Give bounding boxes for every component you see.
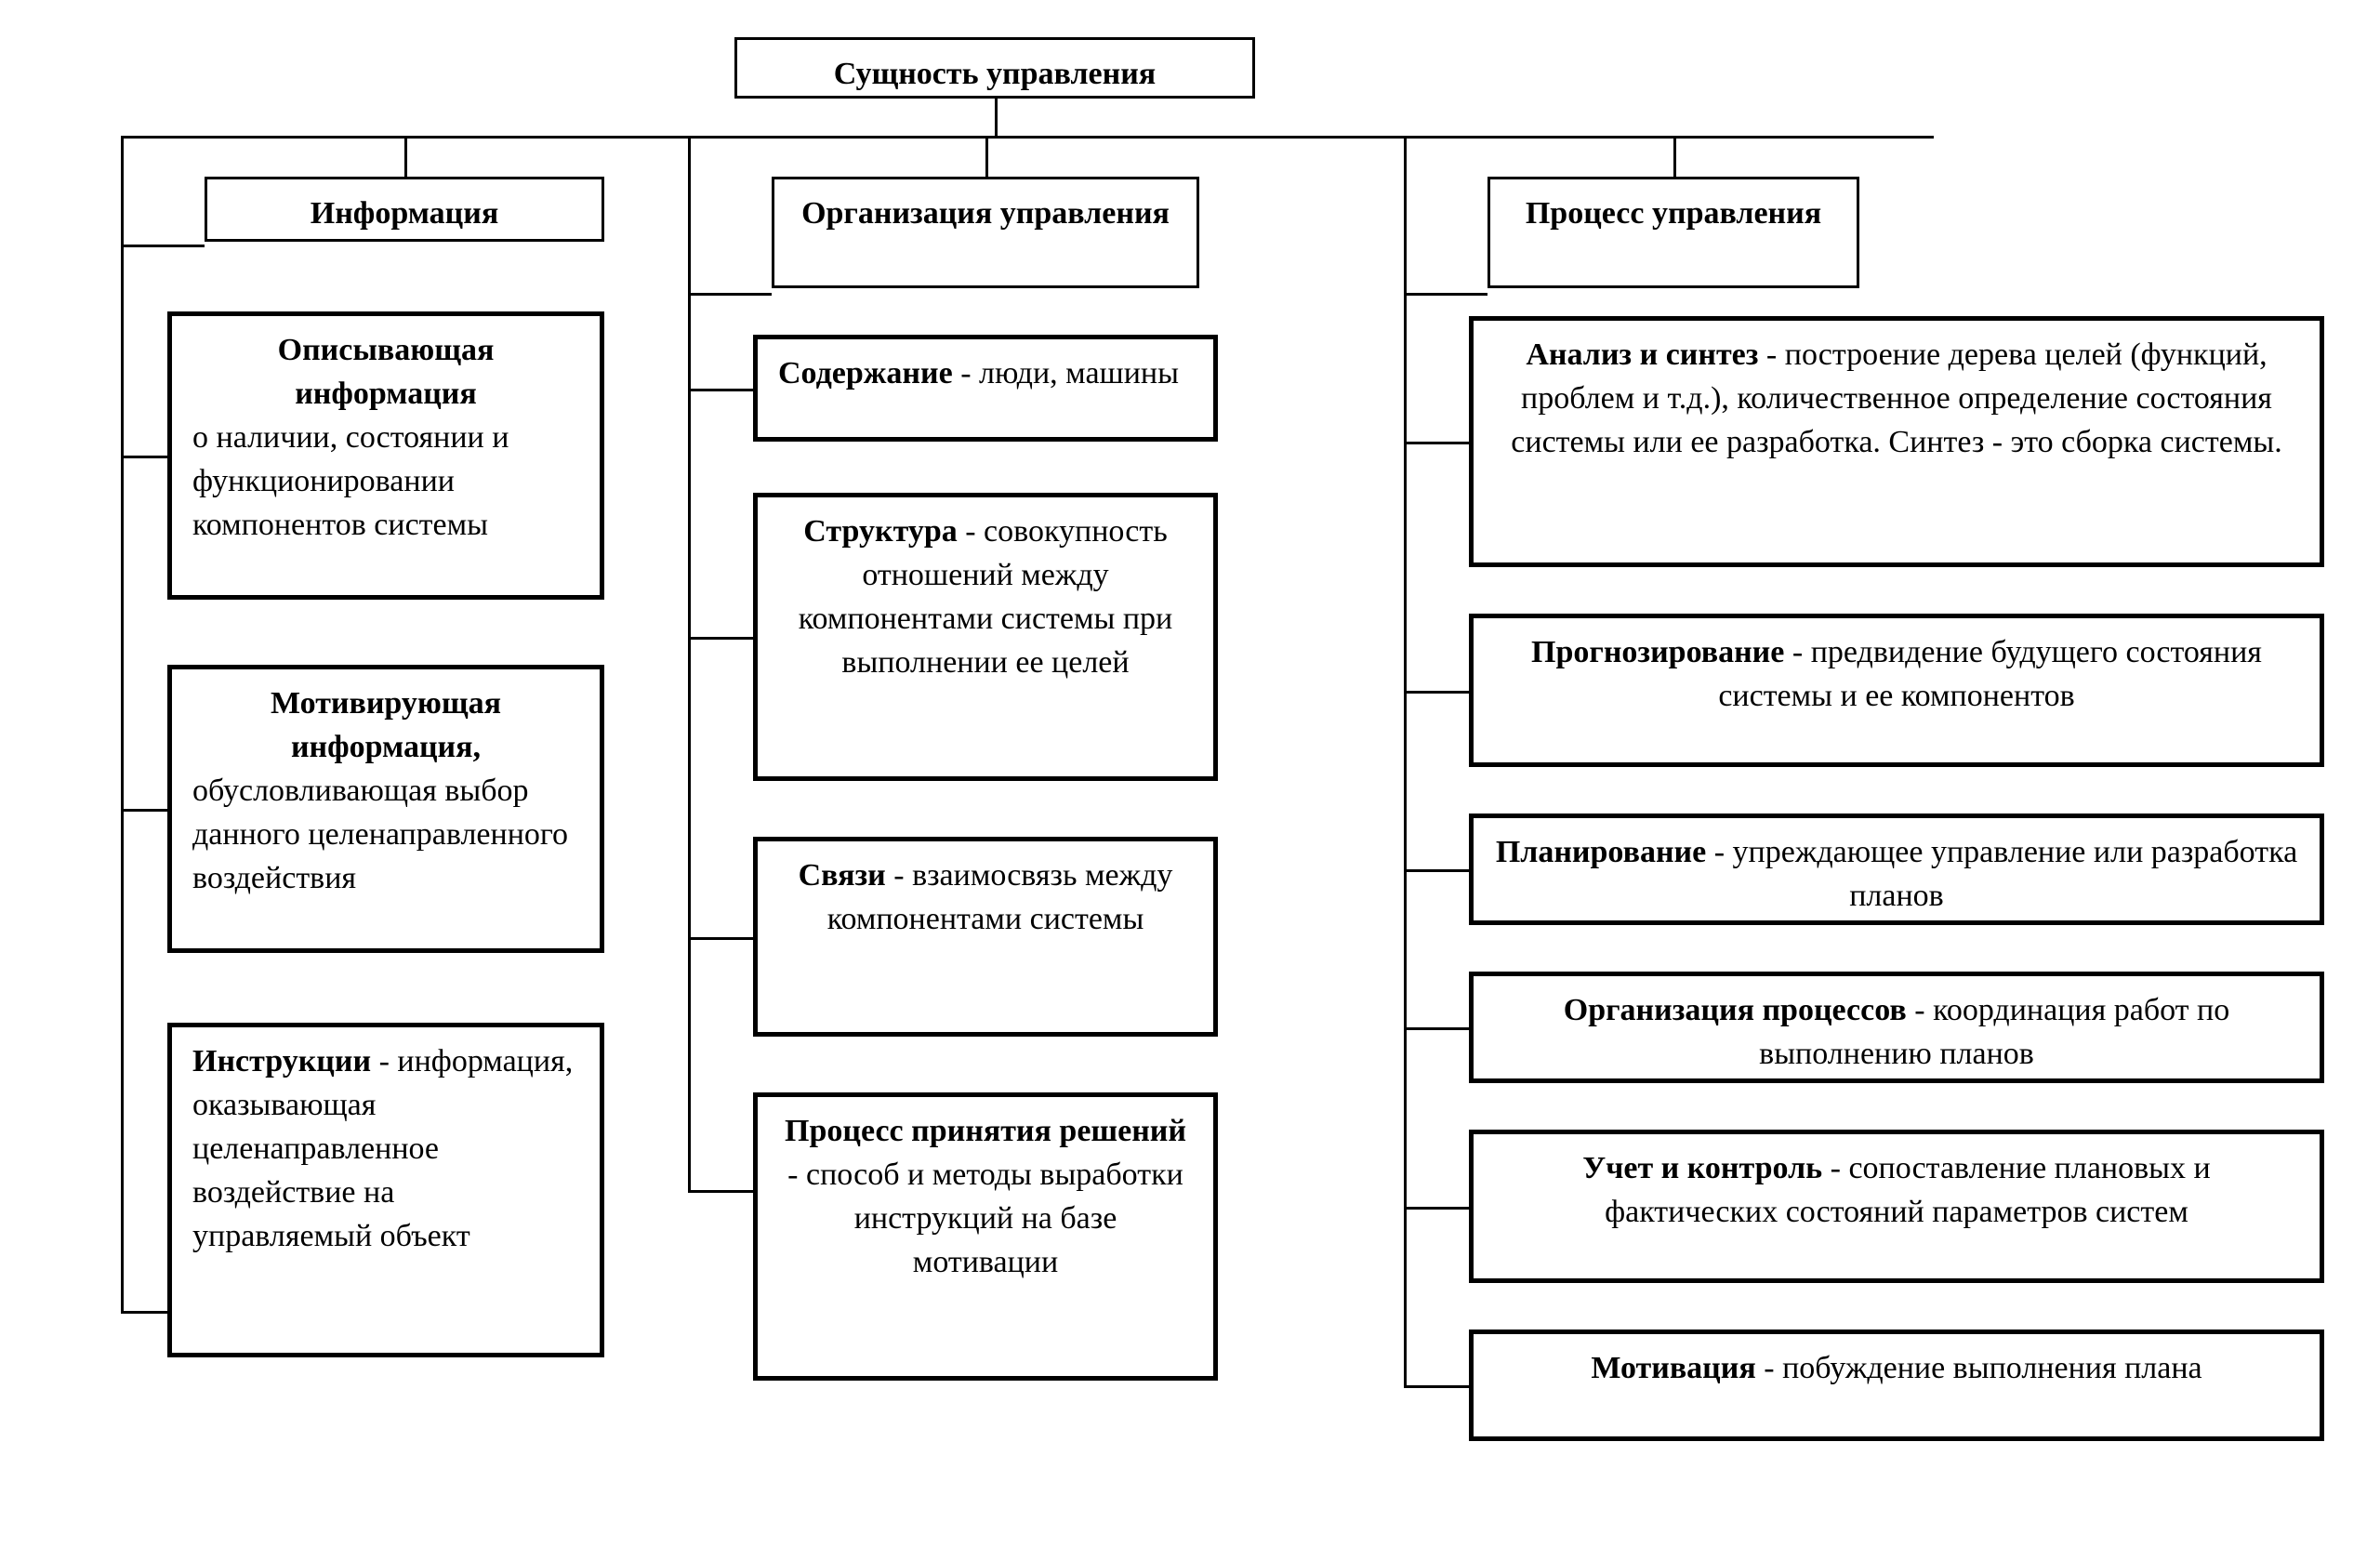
item-bold: Процесс принятия решений — [785, 1114, 1186, 1148]
item-info-0: Описывающая информация о наличии, состоя… — [167, 311, 604, 600]
connector-h — [121, 1311, 167, 1314]
branch-header-proc: Процесс управления — [1488, 177, 1859, 288]
item-org-2: Связи - взаимосвязь между компонентами с… — [753, 837, 1218, 1037]
connector-h — [1404, 1027, 1469, 1030]
item-info-1: Мотивирующая информация, обусловливающая… — [167, 665, 604, 953]
connector-h — [121, 136, 1934, 139]
item-bold: Планирование — [1496, 835, 1706, 869]
item-bold: Связи — [799, 858, 886, 893]
item-proc-2: Планирование - упреждающее управление ил… — [1469, 814, 2324, 925]
branch-header-label: Информация — [311, 196, 498, 231]
item-rest: - способ и методы выработки инструкций н… — [787, 1158, 1183, 1279]
connector-h — [688, 293, 772, 296]
connector-v — [1404, 136, 1407, 1388]
item-rest: обусловливающая выбор данного целенаправ… — [192, 774, 568, 895]
item-bold: Структура — [803, 514, 957, 549]
item-proc-3: Организация процессов - координация рабо… — [1469, 972, 2324, 1083]
item-bold: Учет и контроль — [1582, 1151, 1822, 1185]
connector-h — [1404, 442, 1469, 444]
connector-h — [1404, 1385, 1469, 1388]
branch-header-label: Процесс управления — [1526, 196, 1821, 231]
item-bold: Описывающая информация — [192, 329, 579, 417]
item-proc-1: Прогнозирование - предвидение будущего с… — [1469, 614, 2324, 767]
connector-v — [121, 136, 124, 1314]
connector-v — [985, 136, 988, 177]
item-rest: - люди, машины — [953, 356, 1179, 390]
connector-h — [688, 389, 753, 391]
item-org-3: Процесс принятия решений - способ и мето… — [753, 1092, 1218, 1381]
item-bold: Прогнозирование — [1531, 635, 1784, 669]
connector-h — [1404, 293, 1488, 296]
branch-header-org: Организация управления — [772, 177, 1199, 288]
item-proc-0: Анализ и синтез - построение дерева целе… — [1469, 316, 2324, 567]
item-proc-5: Мотивация - побуждение выполнения плана — [1469, 1329, 2324, 1441]
diagram-root: Сущность управления Информация Описывающая… — [37, 37, 2343, 1524]
connector-h — [1404, 691, 1469, 694]
item-bold: Инструкции — [192, 1044, 371, 1078]
root-box: Сущность управления — [734, 37, 1255, 99]
item-bold: Содержание — [778, 356, 953, 390]
item-rest: - побуждение выполнения плана — [1756, 1351, 2202, 1385]
item-rest: - предвидение будущего состояния системы… — [1718, 635, 2262, 713]
connector-h — [121, 809, 167, 812]
item-rest: о наличии, состоянии и функционировании … — [192, 420, 509, 542]
connector-v — [1673, 136, 1676, 177]
connector-h — [121, 245, 205, 247]
connector-h — [688, 1190, 753, 1193]
connector-h — [688, 937, 753, 940]
root-label: Сущность управления — [834, 57, 1156, 91]
item-info-2: Инструкции - информация, оказывающая цел… — [167, 1023, 604, 1357]
connector-h — [1404, 869, 1469, 872]
branch-header-label: Организация управления — [801, 196, 1170, 231]
connector-h — [121, 456, 167, 458]
connector-h — [1404, 1207, 1469, 1210]
connector-v — [995, 99, 998, 136]
item-org-0: Содержание - люди, машины — [753, 335, 1218, 442]
connector-v — [404, 136, 407, 177]
item-proc-4: Учет и контроль - сопоставление плановых… — [1469, 1130, 2324, 1283]
item-bold: Мотивирующая информация, — [192, 682, 579, 770]
item-rest: - упреждающее управление или разработка … — [1706, 835, 2297, 913]
item-bold: Мотивация — [1591, 1351, 1755, 1385]
item-bold: Анализ и синтез — [1526, 337, 1758, 372]
branch-header-info: Информация — [205, 177, 604, 242]
item-org-1: Структура - совокупность отношений между… — [753, 493, 1218, 781]
connector-h — [688, 637, 753, 640]
item-bold: Организация процессов — [1564, 993, 1907, 1027]
